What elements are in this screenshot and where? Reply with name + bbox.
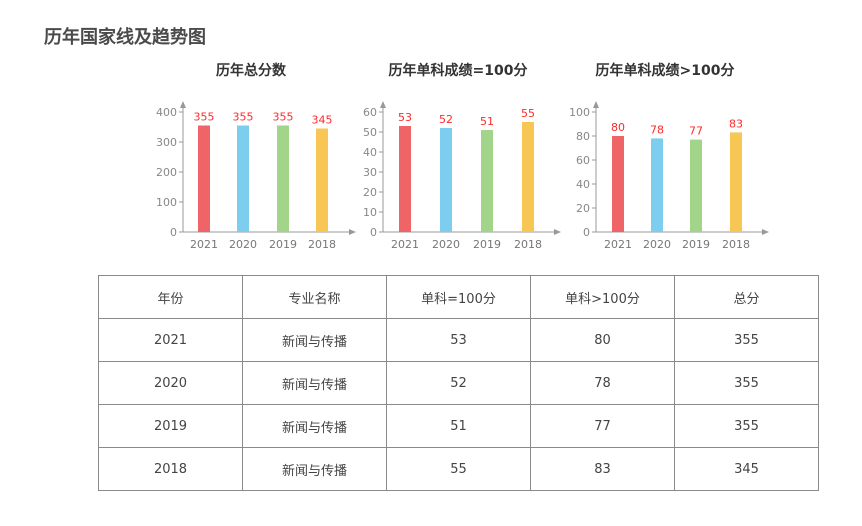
table-row: 2018 新闻与传播 55 83 345 [98,447,819,491]
data-label: 77 [689,125,703,138]
cell: 83 [530,447,675,491]
bar-2020 [651,138,663,232]
x-tick-label: 2018 [514,238,542,251]
data-label: 52 [439,113,453,126]
y-tick-label: 400 [156,106,177,119]
score-table: 年份 专业名称 单科=100分 单科>100分 总分 2021 新闻与传播 53 80… [98,275,819,491]
bar-2021 [612,136,624,232]
x-tick-label: 2020 [432,238,460,251]
y-tick-label: 20 [363,186,377,199]
x-axis-arrow-icon [554,229,561,235]
cell: 80 [530,318,675,362]
cell: 2019 [98,404,243,448]
table-row: 2020 新闻与传播 52 78 355 [98,361,819,405]
bar-2021 [399,126,411,232]
y-tick-label: 40 [363,146,377,159]
data-label: 83 [729,117,743,130]
data-label: 345 [312,114,333,127]
table-header-row: 年份 专业名称 单科=100分 单科>100分 总分 [98,275,819,319]
cell: 2021 [98,318,243,362]
table-row: 2019 新闻与传播 51 77 355 [98,404,819,448]
cell: 新闻与传播 [242,404,387,448]
cell: 新闻与传播 [242,361,387,405]
header-total: 总分 [674,275,819,319]
data-label: 78 [650,123,664,136]
bar-2020 [440,128,452,232]
y-tick-label: 200 [156,166,177,179]
y-axis-arrow-icon [593,101,599,108]
cell: 355 [674,404,819,448]
y-tick-label: 100 [156,196,177,209]
y-tick-label: 0 [583,226,590,239]
bar-2021 [198,125,210,232]
header-single-gt-100: 单科>100分 [530,275,675,319]
bar-2019 [481,130,493,232]
cell: 77 [530,404,675,448]
header-major: 专业名称 [242,275,387,319]
cell: 52 [386,361,531,405]
bar-2018 [522,122,534,232]
x-tick-label: 2021 [604,238,632,251]
cell: 355 [674,318,819,362]
data-label: 53 [398,111,412,124]
cell: 78 [530,361,675,405]
data-label: 80 [611,121,625,134]
bar-2018 [316,128,328,232]
x-tick-label: 2019 [269,238,297,251]
data-label: 55 [521,107,535,120]
cell: 51 [386,404,531,448]
cell: 355 [674,361,819,405]
page-title: 历年国家线及趋势图 [44,27,206,48]
x-tick-label: 2018 [308,238,336,251]
x-tick-label: 2019 [473,238,501,251]
chart-title-single-gt-100: 历年单科成绩>100分 [595,63,735,79]
bar-2018 [730,132,742,232]
x-tick-label: 2020 [643,238,671,251]
cell: 55 [386,447,531,491]
y-tick-label: 40 [576,178,590,191]
chart-title-total: 历年总分数 [216,63,286,79]
y-tick-label: 10 [363,206,377,219]
bar-2019 [277,125,289,232]
y-tick-label: 100 [569,106,590,119]
header-single-eq-100: 单科=100分 [386,275,531,319]
cell: 新闻与传播 [242,447,387,491]
cell: 345 [674,447,819,491]
y-tick-label: 30 [363,166,377,179]
x-axis-arrow-icon [762,229,769,235]
x-axis-arrow-icon [349,229,356,235]
y-tick-label: 20 [576,202,590,215]
y-tick-label: 0 [370,226,377,239]
y-tick-label: 60 [363,106,377,119]
y-axis-arrow-icon [180,101,186,108]
bar-2020 [237,125,249,232]
cell: 2018 [98,447,243,491]
x-tick-label: 2021 [391,238,419,251]
y-tick-label: 0 [170,226,177,239]
y-tick-label: 60 [576,154,590,167]
y-tick-label: 80 [576,130,590,143]
cell: 新闻与传播 [242,318,387,362]
x-tick-label: 2021 [190,238,218,251]
y-tick-label: 50 [363,126,377,139]
x-tick-label: 2020 [229,238,257,251]
cell: 53 [386,318,531,362]
cell: 2020 [98,361,243,405]
y-tick-label: 300 [156,136,177,149]
data-label: 355 [273,111,294,124]
header-year: 年份 [98,275,243,319]
bar-2019 [690,139,702,232]
data-label: 51 [480,115,494,128]
data-label: 355 [194,111,215,124]
data-label: 355 [233,111,254,124]
x-tick-label: 2019 [682,238,710,251]
x-tick-label: 2018 [722,238,750,251]
y-axis-arrow-icon [380,101,386,108]
table-row: 2021 新闻与传播 53 80 355 [98,318,819,362]
chart-title-single-eq-100: 历年单科成绩=100分 [388,63,528,79]
